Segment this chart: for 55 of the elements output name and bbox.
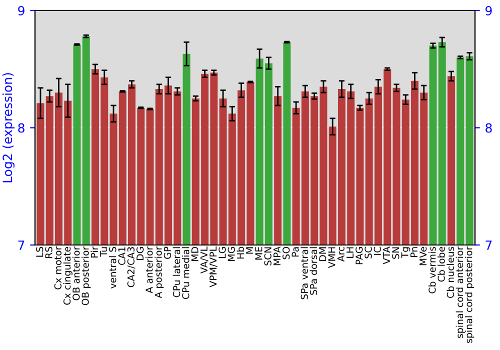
x-tick-label: Cb lobe — [438, 246, 445, 282]
x-tick-label: Arc — [337, 246, 344, 262]
y-axis-title: Log2 (expression) — [2, 73, 15, 182]
x-tick-label: MVe — [420, 246, 427, 266]
x-tick-label: MG — [228, 247, 235, 261]
x-tick-label: ME — [255, 246, 262, 260]
x-tick-label: GP — [164, 246, 172, 259]
x-tick-label: LS — [36, 246, 44, 257]
x-tick-label: CA1 — [118, 247, 126, 265]
x-tick-label: LH — [346, 247, 354, 258]
x-tick-label: DG — [136, 247, 144, 260]
x-tick-label: VTA — [383, 246, 390, 264]
x-tick-label: RS — [45, 246, 52, 258]
y-tick-label: 7 — [18, 240, 24, 250]
x-tick-label: M — [246, 247, 254, 254]
y-tick-label: 8 — [18, 123, 24, 133]
x-tick-label: VPM/VPL — [210, 246, 218, 288]
x-tick-label: SO — [282, 246, 290, 260]
x-tick-label: Cb vermis — [428, 246, 436, 294]
y2-tick-label: 7 — [486, 240, 492, 250]
x-tick-label: Cb nucleus — [446, 246, 454, 298]
x-tick-label: A posterior — [154, 246, 164, 298]
x-tick-label: Tg — [401, 247, 410, 258]
x-tick-label: spinal cord posterior — [464, 246, 474, 343]
x-tick-label: PAG — [356, 247, 363, 264]
x-tick-label: OB anterior — [72, 246, 80, 300]
x-tick-label: Pn — [410, 247, 418, 257]
y2-tick-label: 9 — [486, 6, 492, 16]
x-tick-label: LG — [218, 247, 226, 258]
x-tick-label: CPu medial — [182, 247, 190, 300]
x-tick-label: ventral S — [108, 246, 116, 288]
x-tick-label: MD — [191, 246, 198, 261]
x-tick-label: SPa dorsal — [310, 247, 318, 295]
x-tick-label: A anterior — [145, 246, 153, 294]
x-tick-label: CPu lateral — [172, 247, 180, 298]
x-tick-label: VA/VL — [200, 246, 208, 274]
y2-tick-label: 8 — [486, 123, 492, 133]
y-tick-label: 9 — [18, 6, 24, 16]
x-tick-label: SPa ventral — [300, 247, 308, 300]
x-tick-label: Pir — [90, 246, 98, 258]
x-tick-label: Hb — [236, 246, 244, 259]
x-tick-label: SCN — [264, 247, 272, 266]
x-tick-label: Pa — [292, 247, 299, 257]
x-tick-label: Cx motor — [54, 246, 62, 290]
x-tick-label: spinal cord anterior — [456, 246, 465, 338]
x-tick-label: DM — [319, 247, 326, 261]
x-tick-label: MPA — [274, 246, 280, 266]
x-tick-label: IC — [374, 246, 381, 255]
x-tick-label: OB posterior — [82, 246, 91, 306]
x-tick-label: Tu — [100, 247, 108, 257]
x-tick-label: VMH — [328, 247, 336, 268]
x-tick-label: SN — [392, 247, 400, 259]
x-tick-label: CA2/CA3 — [127, 247, 136, 288]
x-tick-label: SC — [364, 246, 372, 258]
x-tick-label: Cx cingulate — [63, 246, 72, 305]
